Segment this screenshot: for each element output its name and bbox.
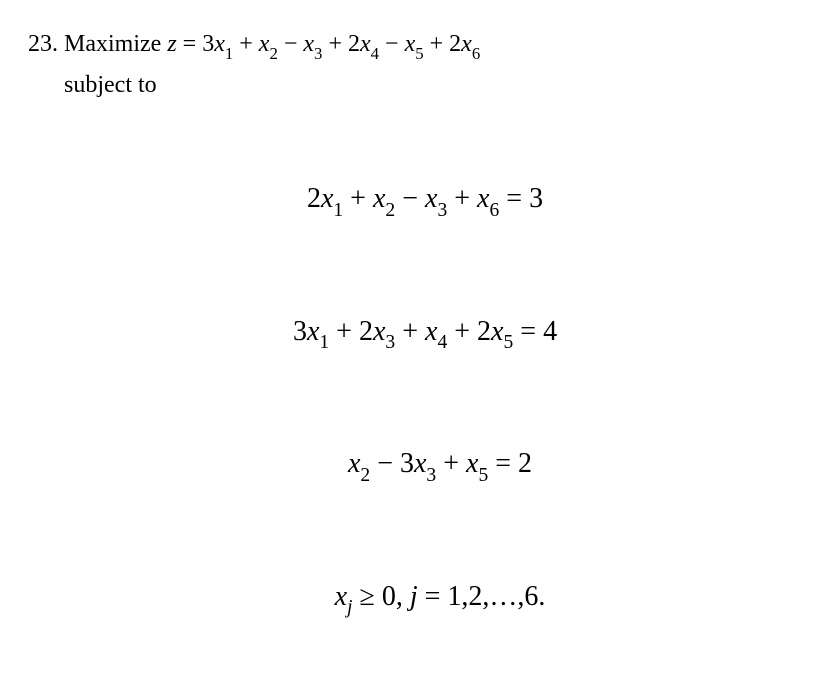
c2-sub1: 1 — [319, 332, 329, 353]
equals-sign: = — [183, 31, 203, 57]
c2-op3: + — [447, 316, 477, 347]
c3-op2: + — [436, 448, 466, 479]
c1-sub2: 2 — [385, 200, 395, 221]
problem-number: 23. — [28, 31, 58, 57]
c2-var4: x — [491, 316, 503, 347]
obj-var-1: x — [214, 31, 225, 57]
problem-header: 23. Maximize z = 3x1 + x2 − x3 + 2x4 − x… — [28, 28, 822, 103]
obj-sub-4: 4 — [371, 44, 379, 63]
c2-sub4: 5 — [503, 332, 513, 353]
c2-var3: x — [425, 316, 437, 347]
obj-coef-6: 2 — [449, 31, 461, 57]
obj-sub-3: 3 — [314, 44, 322, 63]
problem-content: 23. Maximize z = 3x1 + x2 − x3 + 2x4 − x… — [0, 0, 822, 617]
obj-sub-2: 2 — [269, 44, 277, 63]
c2-rhs: 4 — [543, 316, 557, 347]
constraint-2: 3x1 + 2x3 + x4 + 2x5 = 4 — [28, 316, 822, 353]
obj-var-5: x — [405, 31, 416, 57]
obj-sign-2: + — [233, 31, 259, 57]
c3-rhs: 2 — [518, 448, 532, 479]
obj-var-4: x — [360, 31, 371, 57]
obj-sub-1: 1 — [225, 44, 233, 63]
c1-sub4: 6 — [489, 200, 499, 221]
c2-coef2: 2 — [359, 316, 373, 347]
obj-sub-6: 6 — [472, 44, 480, 63]
c2-op2: + — [395, 316, 425, 347]
c4-comma: , — [396, 581, 410, 612]
c1-op1: + — [343, 183, 373, 214]
obj-coef-1: 3 — [202, 31, 214, 57]
c1-var3: x — [425, 183, 437, 214]
c4-eq: = — [418, 581, 448, 612]
c4-jvar: j — [410, 581, 418, 612]
c2-coef1: 3 — [293, 316, 307, 347]
obj-sign-5: − — [379, 31, 405, 57]
c3-sub3: 5 — [478, 465, 488, 486]
c1-rhs: 3 — [529, 183, 543, 214]
c1-op2: − — [395, 183, 425, 214]
obj-var-2: x — [259, 31, 270, 57]
c1-var1: x — [321, 183, 333, 214]
c1-op3: + — [447, 183, 477, 214]
c4-var1: x — [335, 581, 347, 612]
c3-sub1: 2 — [360, 465, 370, 486]
constraint-3: x2 − 3x3 + x5 = 2 — [28, 448, 822, 485]
c1-var2: x — [373, 183, 385, 214]
c2-sub3: 4 — [437, 332, 447, 353]
c2-var2: x — [373, 316, 385, 347]
objective-var: z — [167, 31, 176, 57]
c3-coef1: 3 — [400, 448, 414, 479]
c3-op1: − — [370, 448, 400, 479]
obj-sign-6: + — [424, 31, 450, 57]
c4-range: 1,2,…,6. — [447, 581, 545, 612]
c3-sub2: 3 — [426, 465, 436, 486]
c1-sub1: 1 — [333, 200, 343, 221]
subject-to-text: subject to — [64, 69, 822, 103]
c2-sub2: 3 — [385, 332, 395, 353]
c4-subj: j — [347, 597, 352, 618]
c2-op1: + — [329, 316, 359, 347]
c3-var1: x — [348, 448, 360, 479]
c2-eq: = — [513, 316, 543, 347]
c1-eq: = — [499, 183, 529, 214]
directive: Maximize — [64, 31, 161, 57]
c2-var1: x — [307, 316, 319, 347]
constraint-1: 2x1 + x2 − x3 + x6 = 3 — [28, 183, 822, 220]
obj-sub-5: 5 — [415, 44, 423, 63]
c4-zero: 0 — [382, 581, 396, 612]
c1-sub3: 3 — [437, 200, 447, 221]
obj-sign-4: + — [322, 31, 348, 57]
c3-eq: = — [488, 448, 518, 479]
c3-var2: x — [414, 448, 426, 479]
obj-var-6: x — [461, 31, 472, 57]
constraint-4: xj ≥ 0, j = 1,2,…,6. — [28, 581, 822, 618]
obj-var-3: x — [303, 31, 314, 57]
c4-geq: ≥ — [352, 581, 381, 612]
c2-coef3: 2 — [477, 316, 491, 347]
c1-var4: x — [477, 183, 489, 214]
c1-coef1: 2 — [307, 183, 321, 214]
obj-sign-3: − — [278, 31, 304, 57]
obj-coef-4: 2 — [348, 31, 360, 57]
c3-var3: x — [466, 448, 478, 479]
